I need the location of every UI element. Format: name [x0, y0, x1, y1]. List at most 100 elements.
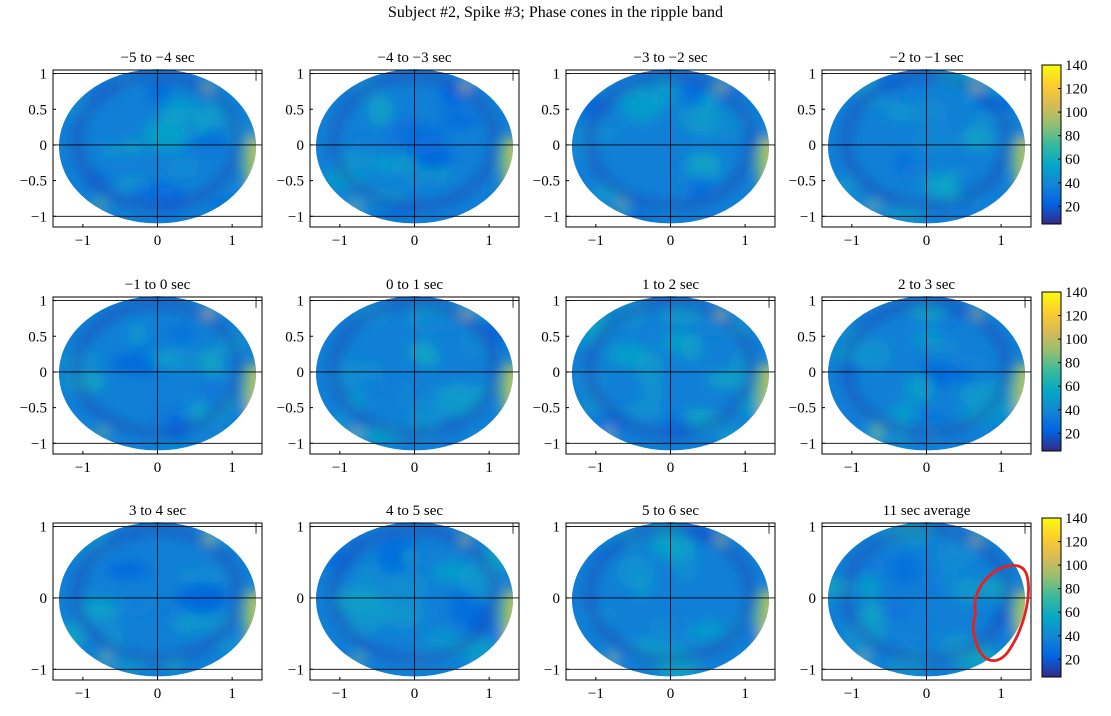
- grid-lines: [822, 523, 1031, 680]
- heatmap-hotspot: [204, 308, 213, 319]
- heatmap-patch: [955, 178, 976, 192]
- colorbar-gradient: [1041, 64, 1062, 225]
- heatmap-patch: [224, 198, 257, 224]
- heatmap-patch: [643, 378, 661, 406]
- x-tick-label: 1: [228, 233, 236, 249]
- y-tick-label: −0.5: [20, 174, 47, 190]
- subplot-5: −1 to 0 sec −1 0 1 1 0.5 0 −0.5 −1: [20, 277, 263, 476]
- heatmap-hotspot: [348, 201, 359, 210]
- heatmap-patch: [431, 561, 473, 584]
- colorbar-tick-label: 20: [1065, 426, 1080, 442]
- y-tick-label: 1: [40, 67, 48, 83]
- x-tick-label: 1: [485, 686, 493, 702]
- heatmap-patch: [166, 325, 197, 342]
- heatmap-patch: [620, 87, 662, 123]
- colorbar-tick-label: 140: [1065, 511, 1088, 527]
- y-tick-label: 1: [40, 520, 48, 536]
- grid-lines: [822, 297, 1031, 454]
- heatmap-patch: [677, 555, 697, 584]
- colorbar-tick-label: 120: [1065, 82, 1088, 98]
- heatmap-patch: [148, 81, 170, 107]
- heatmap-patch: [186, 143, 234, 156]
- subplot-title: 3 to 4 sec: [129, 503, 186, 519]
- heatmap-patch: [958, 381, 993, 407]
- x-tick-label: −1: [75, 460, 91, 476]
- heatmap-patch: [719, 432, 744, 451]
- subplot-title: −5 to −4 sec: [121, 50, 195, 66]
- heatmap-hotspot: [499, 137, 514, 182]
- heatmap-patch: [439, 113, 479, 129]
- figure-title: Subject #2, Spike #3; Phase cones in the…: [387, 4, 724, 21]
- y-tick-label: 1: [809, 67, 817, 83]
- heatmap-patch: [381, 571, 430, 602]
- x-tick-label: −1: [844, 233, 860, 249]
- heatmap-hotspot: [351, 428, 362, 437]
- x-tick-label: 0: [154, 233, 162, 249]
- grid-lines: [566, 523, 775, 680]
- colorbar-tick-label: 60: [1065, 379, 1080, 395]
- heatmap-hotspot: [717, 534, 726, 545]
- y-tick-label: −1: [544, 436, 560, 452]
- x-tick-label: 0: [154, 686, 162, 702]
- colorbar-tick-label: 140: [1065, 58, 1088, 74]
- heatmap-patch: [231, 69, 249, 95]
- y-tick-label: 0: [297, 591, 305, 607]
- subplot-3: −3 to −2 sec −1 0 1 1 0.5 0 −0.5 −1: [533, 50, 776, 249]
- heatmap-patch: [367, 95, 393, 127]
- heatmap-patch: [415, 314, 455, 333]
- heatmap-hotspot: [871, 428, 882, 437]
- grid-lines: [822, 70, 1031, 227]
- x-tick-label: 1: [741, 460, 749, 476]
- y-tick-label: 1: [809, 520, 817, 536]
- heatmap-hotspot: [869, 201, 880, 210]
- colorbar-tick-label: 140: [1065, 285, 1088, 301]
- heatmap-hotspot: [99, 654, 110, 663]
- y-tick-label: 1: [297, 67, 305, 83]
- y-tick-label: 1: [297, 520, 305, 536]
- heatmap-patch: [105, 561, 151, 579]
- heatmap-patch: [347, 611, 382, 634]
- heatmap-patch: [390, 135, 411, 149]
- y-tick-label: −1: [31, 436, 47, 452]
- x-tick-label: −1: [332, 233, 348, 249]
- y-tick-label: 0: [297, 138, 305, 154]
- heatmap-patch: [128, 181, 175, 203]
- heatmap-blobs: [571, 296, 770, 451]
- y-tick-label: 0: [40, 365, 48, 381]
- heatmap-patch: [318, 206, 366, 222]
- y-tick-label: 0: [809, 138, 817, 154]
- y-tick-label: −1: [31, 209, 47, 225]
- heatmap-hotspot: [606, 654, 617, 663]
- heatmap-patch: [408, 341, 436, 364]
- heatmap-hotspot: [755, 364, 770, 409]
- heatmap-patch: [338, 419, 367, 437]
- subplot-title: −1 to 0 sec: [125, 277, 191, 293]
- heatmap-patch: [911, 124, 958, 155]
- y-tick-label: 0: [553, 365, 561, 381]
- grid-lines: [53, 70, 262, 227]
- heatmap-hotspot: [242, 364, 257, 409]
- subplot-4: −2 to −1 sec −1 0 1 1 0.5 0 −0.5 −1 140 120 100 80 60…: [789, 50, 1088, 249]
- x-tick-label: −1: [844, 460, 860, 476]
- subplot-12: 11 sec average −1 0 1 1 0 −1 140 120 100 80 60 40 20: [800, 503, 1087, 702]
- heatmap-hotspot: [755, 590, 770, 635]
- x-tick-label: 1: [997, 686, 1005, 702]
- heatmap-patch: [686, 175, 714, 190]
- red-outline-annotation: [972, 564, 1030, 662]
- colorbar-gradient: [1041, 291, 1062, 452]
- heatmap-patch: [405, 168, 423, 188]
- heatmap-patch: [127, 323, 150, 348]
- heatmap-patch: [827, 402, 860, 424]
- colorbar-tick-label: 100: [1065, 105, 1088, 121]
- x-tick-label: 0: [411, 233, 419, 249]
- subplot-9: 3 to 4 sec −1 0 1 1 0 −1: [31, 503, 263, 702]
- heatmap-patch: [860, 572, 879, 602]
- grid-lines: [53, 523, 262, 680]
- y-tick-label: 0: [809, 365, 817, 381]
- heatmap-patch: [231, 522, 257, 544]
- x-tick-label: −1: [75, 233, 91, 249]
- heatmap-patch: [58, 296, 98, 313]
- x-tick-label: −1: [75, 686, 91, 702]
- subplot-title: 11 sec average: [883, 503, 971, 519]
- y-tick-label: −1: [288, 209, 304, 225]
